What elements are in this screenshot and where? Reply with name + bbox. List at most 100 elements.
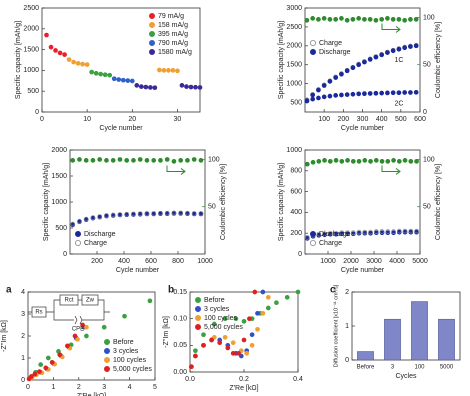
data-point	[373, 158, 379, 163]
legend-marker	[148, 12, 155, 19]
legend-label: 100 cycles	[113, 357, 147, 364]
data-point	[230, 340, 236, 346]
legend-label: Before	[204, 297, 225, 304]
legend-label: Discharge	[319, 231, 351, 238]
data-point	[373, 229, 379, 234]
data-point	[379, 229, 385, 234]
data-point	[116, 77, 122, 82]
data-point	[201, 332, 206, 338]
data-point	[316, 231, 322, 237]
data-point	[396, 228, 402, 234]
data-point	[80, 322, 85, 328]
panel-label: a	[6, 285, 12, 296]
data-point	[84, 62, 90, 67]
plot-frame	[304, 149, 421, 255]
data-point	[345, 158, 350, 163]
data-point	[101, 324, 107, 330]
x-tick-label: 500	[395, 116, 407, 123]
legend-marker	[194, 305, 201, 312]
y-tick-label: 0	[21, 377, 25, 384]
y-axis-label: -Z''Im [kΩ]	[163, 316, 170, 348]
data-point	[344, 17, 350, 23]
data-point	[144, 211, 150, 216]
legend-label: Discharge	[84, 231, 116, 238]
legend-marker	[194, 296, 201, 303]
data-point	[233, 316, 239, 322]
data-point	[83, 158, 89, 163]
data-point	[70, 221, 76, 227]
x-tick-label: 600	[414, 116, 426, 123]
y-tick-label: 0.15	[173, 289, 187, 296]
x-tick-label: 2000	[343, 258, 359, 265]
x-tick-label: 600	[145, 258, 157, 265]
data-point	[77, 218, 82, 224]
data-point	[211, 321, 217, 327]
data-point	[104, 158, 109, 163]
data-point	[151, 211, 157, 216]
data-point	[368, 229, 373, 235]
data-point	[413, 89, 419, 95]
circuit-element	[59, 294, 79, 306]
arrow	[381, 165, 401, 175]
legend-marker	[104, 347, 111, 354]
data-point	[57, 50, 63, 56]
data-point	[310, 96, 316, 102]
data-point	[402, 90, 408, 95]
data-point	[134, 83, 140, 88]
data-point	[333, 75, 339, 80]
y-tick-label: 4	[21, 289, 25, 296]
legend-label: 5,000 cycles	[113, 366, 152, 373]
y-axis-label: -Z''Im [kΩ]	[1, 320, 8, 352]
legend-marker	[148, 30, 155, 37]
x-tick-label: 0.4	[293, 376, 303, 383]
data-point	[44, 32, 49, 38]
data-point	[414, 228, 419, 234]
data-point	[211, 334, 217, 340]
data-point	[390, 48, 396, 54]
data-point	[171, 210, 177, 216]
y-tick-label: 1	[21, 355, 25, 362]
data-point	[62, 52, 67, 57]
data-point	[391, 158, 396, 163]
x-tick-label: 200	[91, 258, 103, 265]
x-tick-label: 0	[40, 116, 44, 123]
y-tick-label: 0	[35, 109, 39, 116]
data-point	[327, 158, 333, 164]
arrow	[381, 23, 401, 33]
data-point	[111, 76, 117, 82]
data-point	[339, 71, 344, 77]
data-point	[97, 157, 103, 162]
data-point	[124, 211, 130, 217]
data-point	[164, 157, 170, 162]
legend-marker	[104, 338, 111, 345]
data-point	[362, 59, 367, 65]
y-axis-label: Specific capacity [mAh/g]	[43, 163, 50, 241]
x-tick-label: 5	[153, 384, 157, 391]
data-point	[75, 60, 81, 66]
data-point	[198, 211, 204, 216]
data-point	[166, 68, 171, 73]
data-point	[137, 211, 143, 217]
legend-marker	[75, 230, 82, 237]
data-point	[344, 68, 350, 74]
data-point	[362, 229, 368, 235]
data-point	[373, 17, 379, 23]
data-point	[175, 68, 180, 74]
y2-axis-label: Coulombic efficiency [%]	[435, 164, 442, 240]
data-point	[48, 44, 54, 50]
y-tick-label: 500	[27, 88, 39, 95]
x-tick-label: 1	[51, 384, 55, 391]
x-axis-label: Z'Re [kΩ]	[77, 393, 106, 396]
y2-axis-label: Coulombic efficiency [%]	[435, 22, 442, 98]
data-point	[137, 157, 143, 162]
legend-label: 158 mA/g	[158, 22, 188, 29]
data-point	[391, 229, 396, 234]
x-tick-label: 10	[83, 116, 91, 123]
y-tick-label: 1500	[23, 46, 39, 53]
data-point	[390, 16, 396, 22]
data-point	[356, 229, 362, 235]
data-point	[178, 210, 184, 216]
legend-label: 3 cycles	[113, 348, 139, 355]
y-tick-label: 0	[345, 357, 349, 364]
arrow	[166, 165, 186, 175]
